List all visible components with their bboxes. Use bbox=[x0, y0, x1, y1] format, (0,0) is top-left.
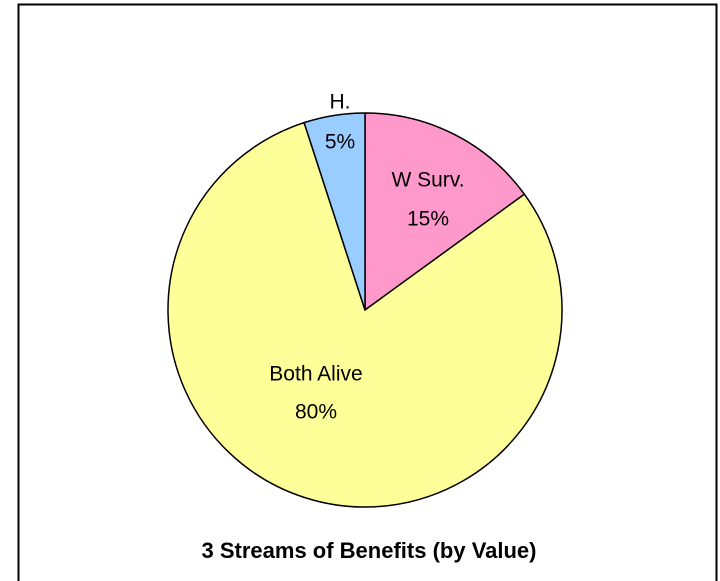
pie-slice bbox=[167, 121, 563, 508]
chart-title: 3 Streams of Benefits (by Value) bbox=[202, 538, 537, 563]
slice-label: H. bbox=[330, 91, 351, 114]
chart-border bbox=[17, 3, 718, 581]
pie-slice bbox=[303, 112, 366, 311]
data-labels: W Surv. 15% Both Alive 80% H. 5% bbox=[269, 91, 464, 424]
pie-slice bbox=[364, 112, 526, 311]
pie bbox=[167, 112, 563, 508]
value-label: 15% bbox=[407, 208, 449, 231]
slice-label: W Surv. bbox=[391, 169, 464, 192]
slice-label: Both Alive bbox=[269, 363, 362, 386]
value-label: 5% bbox=[325, 131, 355, 154]
value-label: 80% bbox=[295, 401, 337, 424]
